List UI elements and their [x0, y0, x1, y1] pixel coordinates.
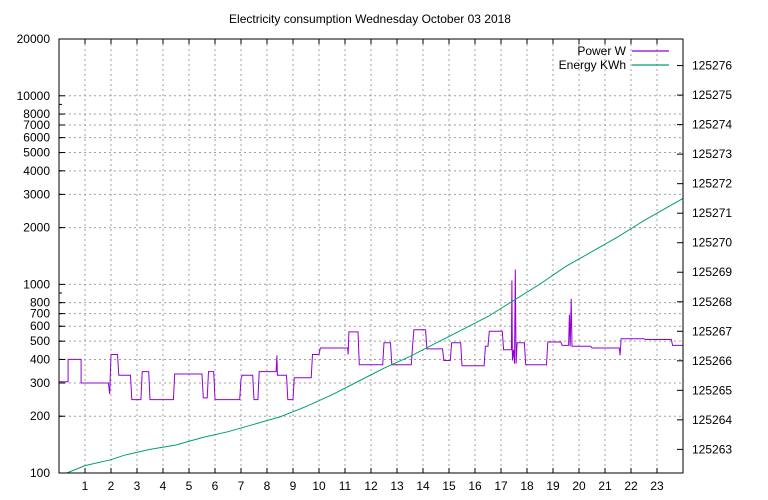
y-right-tick-label: 125272	[692, 177, 732, 191]
y-left-tick-label: 700	[30, 307, 50, 321]
y-right-tick-label: 125266	[692, 354, 732, 368]
series-line-power-w	[59, 269, 683, 401]
x-tick-label: 17	[494, 479, 508, 493]
y-right-tick-label: 125267	[692, 324, 732, 338]
x-tick-label: 2	[108, 479, 115, 493]
x-tick-label: 23	[650, 479, 664, 493]
y-right-tick-label: 125271	[692, 206, 732, 220]
y-left-tick-label: 8000	[23, 107, 50, 121]
y-left-tick-label: 100	[30, 466, 50, 480]
y-right-tick-label: 125274	[692, 118, 732, 132]
y-right-tick-label: 125265	[692, 383, 732, 397]
y-left-tick-label: 500	[30, 334, 50, 348]
chart-title: Electricity consumption Wednesday Octobe…	[229, 12, 511, 26]
y-left-tick-label: 2000	[23, 221, 50, 235]
y-right-tick-label: 125263	[692, 442, 732, 456]
y-left-tick-label: 10000	[17, 89, 51, 103]
x-tick-label: 7	[238, 479, 245, 493]
y-left-tick-label: 1000	[23, 277, 50, 291]
x-tick-label: 14	[416, 479, 430, 493]
x-tick-label: 3	[134, 479, 141, 493]
x-tick-label: 12	[364, 479, 378, 493]
legend: Power W Energy KWh	[559, 44, 669, 72]
y-right-tick-label: 125270	[692, 236, 732, 250]
x-tick-label: 4	[160, 479, 167, 493]
x-tick-label: 16	[468, 479, 482, 493]
x-tick-label: 9	[290, 479, 297, 493]
legend-label-energy: Energy KWh	[559, 58, 626, 72]
x-tick-label: 21	[598, 479, 612, 493]
y-left-tick-label: 4000	[23, 164, 50, 178]
x-tick-label: 19	[546, 479, 560, 493]
x-tick-label: 13	[390, 479, 404, 493]
legend-label-power: Power W	[577, 44, 626, 58]
x-tick-label: 18	[520, 479, 534, 493]
y-left-tick-label: 3000	[23, 187, 50, 201]
series-group	[59, 197, 684, 474]
x-tick-label: 5	[186, 479, 193, 493]
y-right-tick-label: 125268	[692, 295, 732, 309]
x-tick-label: 15	[442, 479, 456, 493]
y-left-tick-label: 800	[30, 296, 50, 310]
y-left-tick-label: 600	[30, 319, 50, 333]
y-left-tick-label: 5000	[23, 146, 50, 160]
y-left-tick-label: 200	[30, 409, 50, 423]
y-right-tick-label: 125264	[692, 413, 732, 427]
x-tick-label: 6	[212, 479, 219, 493]
y-left-tick-label: 6000	[23, 131, 50, 145]
x-tick-label: 11	[339, 479, 352, 493]
y-left-tick-label: 400	[30, 352, 50, 366]
grid-lines	[59, 39, 683, 473]
plot-frame	[58, 38, 684, 474]
y-right-tick-label: 125276	[692, 59, 732, 73]
x-tick-label: 22	[624, 479, 638, 493]
y-left-tick-label: 300	[30, 376, 50, 390]
y-left-tick-label: 7000	[23, 118, 50, 132]
y-right-tick-label: 125273	[692, 147, 732, 161]
series-line-energy-kwh	[66, 197, 684, 474]
ticks: 1 2 3 4 5 6 7 8 9 10 11 12 13 14 15 16 17 18 19 20 21 22 23100…	[17, 32, 733, 493]
y-right-tick-label: 125275	[692, 88, 732, 102]
x-tick-label: 8	[264, 479, 271, 493]
x-tick-label: 10	[312, 479, 326, 493]
y-right-tick-label: 125269	[692, 265, 732, 279]
x-tick-label: 20	[572, 479, 586, 493]
x-tick-label: 1	[82, 479, 89, 493]
y-left-tick-label: 20000	[17, 32, 51, 46]
